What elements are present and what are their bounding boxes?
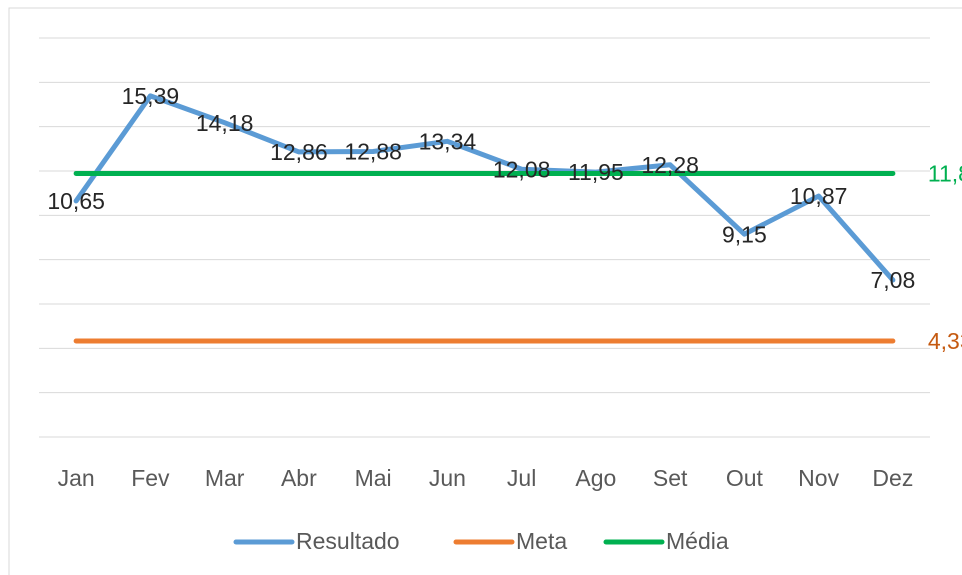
x-tick-label: Jan [58, 465, 95, 491]
legend-label: Meta [516, 528, 567, 554]
x-tick-label: Jul [507, 465, 536, 491]
x-tick-label: Fev [131, 465, 170, 491]
x-tick-label: Jun [429, 465, 466, 491]
data-label: 12,28 [641, 152, 699, 178]
data-label: 12,88 [344, 139, 402, 165]
x-tick-label: Nov [798, 465, 839, 491]
data-label: 10,87 [790, 183, 848, 209]
data-label: 7,08 [870, 267, 915, 293]
x-tick-label: Ago [575, 465, 616, 491]
legend-label: Resultado [296, 528, 400, 554]
data-label: 14,18 [196, 110, 254, 136]
data-label: 12,86 [270, 139, 328, 165]
data-label: 9,15 [722, 221, 767, 247]
data-label: 10,65 [47, 188, 105, 214]
x-tick-label: Abr [281, 465, 317, 491]
data-label: 4,33 [928, 328, 962, 354]
series-line [73, 93, 896, 283]
x-tick-label: Dez [872, 465, 913, 491]
legend-label: Média [666, 528, 729, 554]
x-tick-label: Mai [355, 465, 392, 491]
x-tick-label: Out [726, 465, 764, 491]
data-label: 13,34 [419, 128, 477, 154]
data-label: 11,89 [928, 161, 962, 187]
data-label: 12,08 [493, 156, 551, 182]
x-tick-label: Mar [205, 465, 245, 491]
data-label: 11,95 [568, 159, 624, 185]
x-tick-label: Set [653, 465, 688, 491]
data-label: 15,39 [122, 83, 180, 109]
